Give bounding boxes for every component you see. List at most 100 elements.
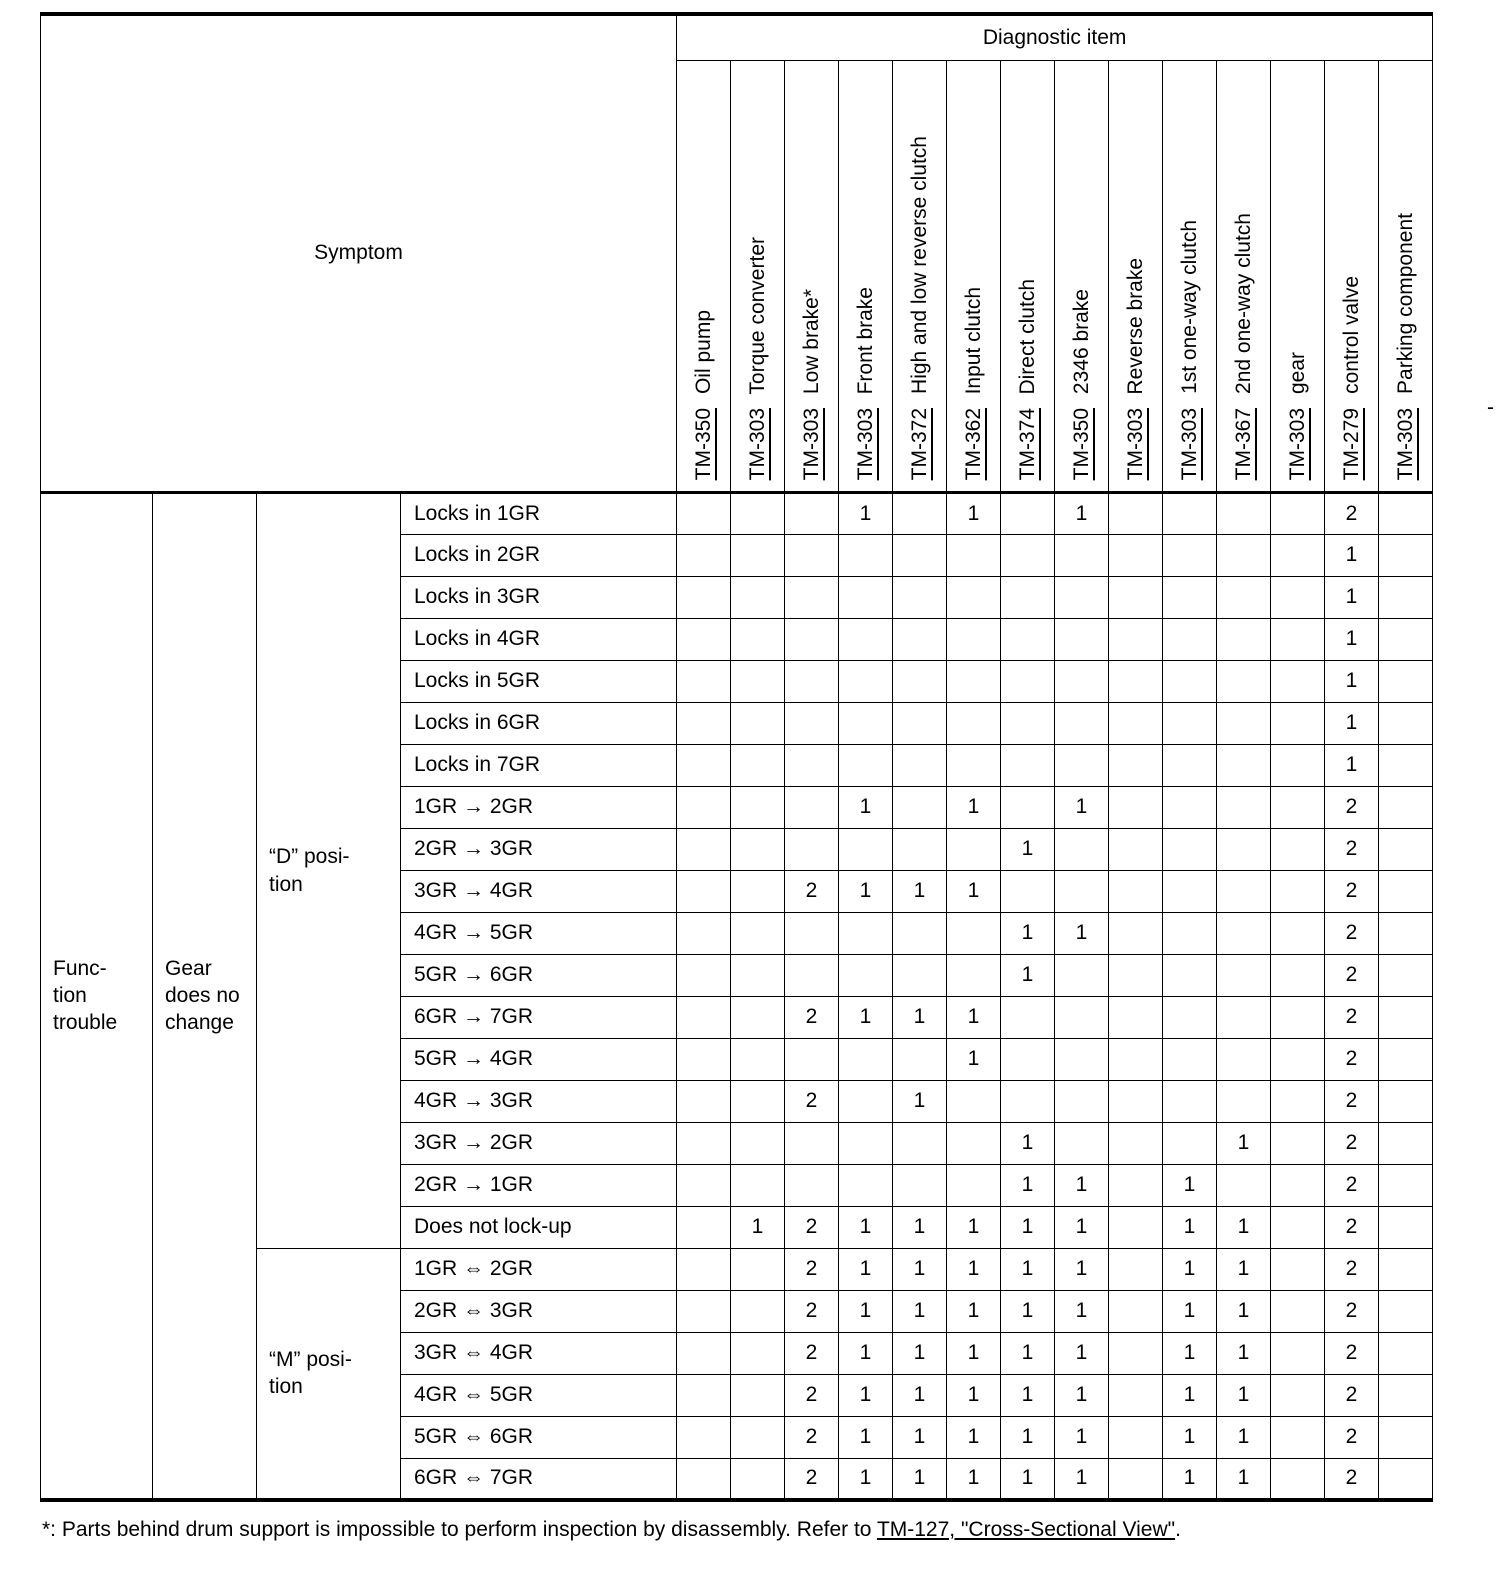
value-locks-in-2gr-2nd-one-way-clutch [1216, 533, 1271, 577]
symptom-does-not-lock-up: Does not lock-up [400, 1205, 677, 1249]
diagnostic-column-inner: Input clutch TM-362 [947, 61, 1000, 491]
value-4gr-3gr-1st-one-way-clutch [1162, 1079, 1217, 1123]
value-3gr-4gr-reverse-brake [1108, 869, 1163, 913]
diagnostic-item-header-cell: Diagnostic item [675, 13, 1434, 61]
value-6gr-7gr-front-brake: 1 [838, 995, 893, 1039]
value-locks-in-7gr-2346-brake [1054, 743, 1109, 787]
column-ref-link-gear[interactable]: TM-303 [1285, 408, 1309, 481]
column-ref-link-parking-component[interactable]: TM-303 [1394, 408, 1418, 481]
table-row-5gr-6gr: 5GR ⇔ 6GR 2 1 1 1 1 1 1 1 2 [41, 1415, 1434, 1459]
value-locks-in-4gr-high-and-low-reverse-clutch [892, 617, 947, 661]
value-3gr-4gr-input-clutch: 1 [946, 1331, 1001, 1375]
column-ref-link-high-and-low-reverse-clutch[interactable]: TM-372 [907, 408, 931, 481]
value-4gr-5gr-reverse-brake [1108, 911, 1163, 955]
value-locks-in-5gr-low-brake [784, 659, 839, 703]
value-3gr-4gr-torque-converter [730, 869, 785, 913]
value-3gr-4gr-input-clutch: 1 [946, 869, 1001, 913]
value-locks-in-4gr-gear [1270, 617, 1325, 661]
symptom-5gr-4gr: 5GR → 4GR [400, 1037, 677, 1081]
column-ref-link-front-brake[interactable]: TM-303 [853, 408, 877, 481]
value-5gr-4gr-oil-pump [676, 1037, 731, 1081]
column-ref-link-2346-brake[interactable]: TM-350 [1069, 408, 1093, 481]
value-3gr-4gr-control-valve: 2 [1324, 1331, 1379, 1375]
value-6gr-7gr-1st-one-way-clutch [1162, 995, 1217, 1039]
value-3gr-2gr-low-brake [784, 1121, 839, 1165]
column-ref-link-reverse-brake[interactable]: TM-303 [1123, 408, 1147, 481]
value-4gr-5gr-gear [1270, 1373, 1325, 1417]
column-ref-link-1st-one-way-clutch[interactable]: TM-303 [1177, 408, 1201, 481]
value-2gr-3gr-oil-pump [676, 1289, 731, 1333]
footnote-ref-link[interactable]: TM-127, "Cross-Sectional View" [876, 1518, 1176, 1541]
value-5gr-6gr-1st-one-way-clutch [1162, 953, 1217, 997]
symptom-3gr-4gr: 3GR → 4GR [400, 869, 677, 913]
value-locks-in-5gr-1st-one-way-clutch [1162, 659, 1217, 703]
value-5gr-6gr-parking-component [1377, 953, 1434, 997]
value-4gr-5gr-2nd-one-way-clutch [1216, 911, 1271, 955]
value-locks-in-5gr-gear [1270, 659, 1325, 703]
column-ref-link-torque-converter[interactable]: TM-303 [745, 408, 769, 481]
value-1gr-2gr-2nd-one-way-clutch: 1 [1216, 1247, 1271, 1291]
value-4gr-5gr-oil-pump [676, 911, 731, 955]
value-3gr-2gr-input-clutch [946, 1121, 1001, 1165]
value-locks-in-7gr-front-brake [838, 743, 893, 787]
value-3gr-4gr-oil-pump [676, 1331, 731, 1375]
value-3gr-4gr-1st-one-way-clutch [1162, 869, 1217, 913]
value-3gr-2gr-gear [1270, 1121, 1325, 1165]
value-locks-in-2gr-1st-one-way-clutch [1162, 533, 1217, 577]
group-function-trouble: Func- tion trouble [40, 491, 153, 1501]
table-row-3gr-4gr: 3GR ⇔ 4GR 2 1 1 1 1 1 1 1 2 [41, 1331, 1434, 1375]
value-1gr-2gr-gear [1270, 1247, 1325, 1291]
value-4gr-5gr-1st-one-way-clutch: 1 [1162, 1373, 1217, 1417]
value-6gr-7gr-front-brake: 1 [838, 1457, 893, 1501]
column-ref-link-direct-clutch[interactable]: TM-374 [1015, 408, 1039, 481]
value-locks-in-1gr-control-valve: 2 [1324, 491, 1379, 535]
value-locks-in-5gr-high-and-low-reverse-clutch [892, 659, 947, 703]
value-1gr-2gr-high-and-low-reverse-clutch [892, 785, 947, 829]
value-5gr-6gr-oil-pump [676, 953, 731, 997]
value-6gr-7gr-reverse-brake [1108, 995, 1163, 1039]
value-6gr-7gr-direct-clutch [1000, 995, 1055, 1039]
value-2gr-3gr-low-brake: 2 [784, 1289, 839, 1333]
value-4gr-3gr-2nd-one-way-clutch [1216, 1079, 1271, 1123]
header-row-top: Symptom Diagnostic item [40, 13, 1434, 494]
column-ref-link-input-clutch[interactable]: TM-362 [961, 408, 985, 481]
value-4gr-5gr-oil-pump [676, 1373, 731, 1417]
symptom-5gr-6gr: 5GR ⇔ 6GR [400, 1415, 677, 1459]
diagnostic-column-inner: Low brake* TM-303 [785, 61, 838, 491]
column-ref-link-control-valve[interactable]: TM-279 [1339, 408, 1363, 481]
value-4gr-5gr-direct-clutch: 1 [1000, 911, 1055, 955]
value-locks-in-5gr-2nd-one-way-clutch [1216, 659, 1271, 703]
value-does-not-lock-up-high-and-low-reverse-clutch: 1 [892, 1205, 947, 1249]
value-6gr-7gr-2346-brake: 1 [1054, 1457, 1109, 1501]
diagnostic-column-control-valve: control valve TM-279 [1324, 59, 1379, 494]
value-locks-in-6gr-gear [1270, 701, 1325, 745]
value-2gr-3gr-high-and-low-reverse-clutch [892, 827, 947, 871]
diagnostic-column-1st-one-way-clutch: 1st one-way clutch TM-303 [1162, 59, 1217, 494]
footnote-text: *: Parts behind drum support is impossib… [42, 1518, 877, 1541]
column-ref-link-2nd-one-way-clutch[interactable]: TM-367 [1231, 408, 1255, 481]
value-5gr-6gr-direct-clutch: 1 [1000, 1415, 1055, 1459]
value-5gr-6gr-control-valve: 2 [1324, 1415, 1379, 1459]
value-locks-in-5gr-control-valve: 1 [1324, 659, 1379, 703]
value-locks-in-7gr-2nd-one-way-clutch [1216, 743, 1271, 787]
value-2gr-1gr-control-valve: 2 [1324, 1163, 1379, 1207]
column-ref-link-oil-pump[interactable]: TM-350 [691, 408, 715, 481]
value-5gr-6gr-reverse-brake [1108, 953, 1163, 997]
value-locks-in-2gr-gear [1270, 533, 1325, 577]
value-locks-in-2gr-low-brake [784, 533, 839, 577]
value-does-not-lock-up-direct-clutch: 1 [1000, 1205, 1055, 1249]
value-locks-in-7gr-reverse-brake [1108, 743, 1163, 787]
value-does-not-lock-up-2346-brake: 1 [1054, 1205, 1109, 1249]
value-5gr-6gr-input-clutch [946, 953, 1001, 997]
value-locks-in-3gr-front-brake [838, 575, 893, 619]
value-1gr-2gr-front-brake: 1 [838, 1247, 893, 1291]
value-3gr-4gr-oil-pump [676, 869, 731, 913]
value-locks-in-1gr-high-and-low-reverse-clutch [892, 491, 947, 535]
value-6gr-7gr-2nd-one-way-clutch [1216, 995, 1271, 1039]
value-4gr-3gr-torque-converter [730, 1079, 785, 1123]
value-4gr-5gr-control-valve: 2 [1324, 1373, 1379, 1417]
table-row-locks-in-7gr: Locks in 7GR 1 [41, 743, 1434, 787]
column-label-1st-one-way-clutch: 1st one-way clutch [1177, 220, 1201, 395]
column-ref-link-low-brake[interactable]: TM-303 [799, 408, 823, 481]
